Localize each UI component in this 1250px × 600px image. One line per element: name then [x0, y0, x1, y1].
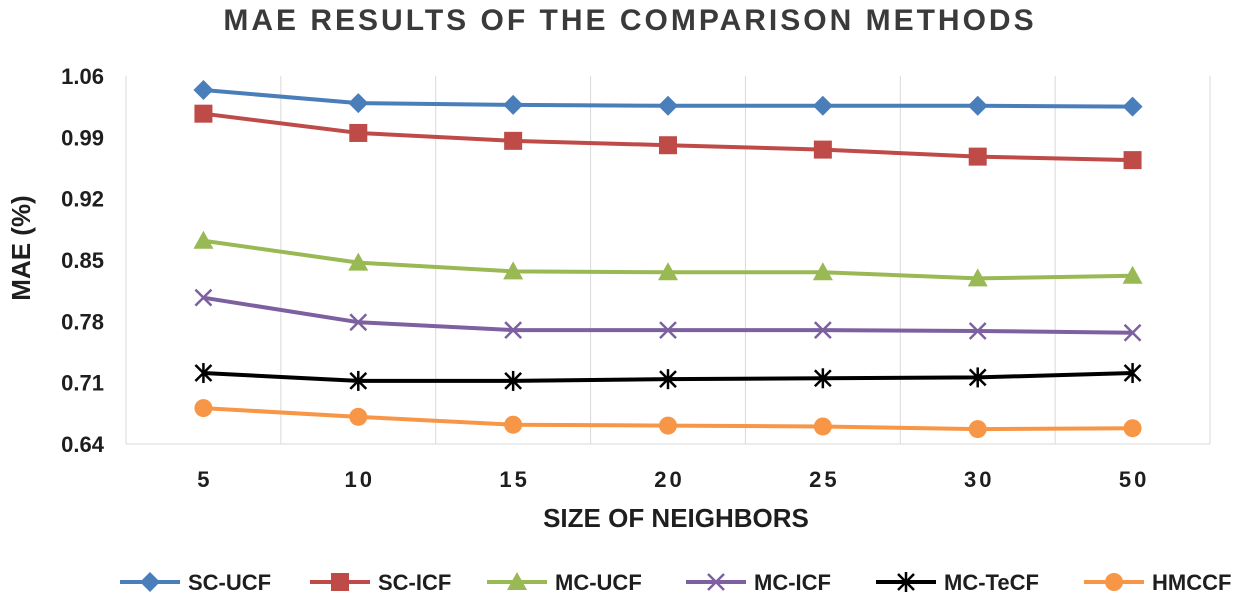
data-point-mc-icf: [349, 313, 368, 332]
legend-marker-mc-icf: [707, 573, 725, 591]
series-line-mc-icf: [203, 295, 1133, 335]
data-point-sc-icf: [968, 147, 987, 166]
legend: SC-UCF SC-ICF MC-UCF MC-ICF MC-TeCF HMCCF: [120, 570, 1231, 595]
data-point-mc-tecf: [968, 367, 987, 388]
series-sc-icf: [194, 104, 1142, 170]
y-tick-label: 1.06: [61, 64, 104, 89]
legend-item-sc-ucf: SC-UCF: [120, 570, 271, 595]
x-tick-label: 5: [197, 467, 212, 492]
series-layer: [193, 80, 1143, 439]
legend-item-mc-icf: MC-ICF: [686, 570, 831, 595]
data-point-sc-icf: [813, 140, 832, 159]
chart-title: MAE RESULTS OF THE COMPARISON METHODS: [223, 4, 1036, 37]
legend-label: MC-ICF: [754, 570, 831, 595]
data-point-sc-ucf: [1122, 96, 1143, 117]
data-point-mc-icf: [194, 288, 213, 307]
legend-label: HMCCF: [1152, 570, 1231, 595]
data-point-mc-ucf: [1122, 265, 1143, 284]
series-sc-ucf: [193, 80, 1143, 117]
legend-label: MC-TeCF: [944, 570, 1039, 595]
data-point-mc-tecf: [813, 368, 832, 389]
data-point-mc-ucf: [348, 252, 369, 271]
data-point-sc-icf: [349, 123, 368, 142]
data-point-hmccf: [504, 415, 523, 434]
series-mc-tecf: [194, 363, 1142, 391]
data-point-mc-tecf: [194, 363, 213, 384]
legend-marker-mc-ucf: [507, 572, 527, 590]
series-hmccf: [194, 399, 1142, 439]
x-axis-ticks: 5 10 15 20 25 30 50: [197, 467, 1149, 492]
data-point-mc-tecf: [504, 370, 523, 391]
legend-marker-sc-ucf: [140, 572, 160, 592]
series-mc-icf: [194, 288, 1142, 342]
data-point-hmccf: [659, 416, 677, 435]
y-tick-label: 0.99: [61, 125, 104, 150]
legend-label: SC-ICF: [378, 570, 451, 595]
x-tick-label: 25: [809, 467, 839, 492]
x-tick-label: 15: [499, 467, 529, 492]
data-point-hmccf: [968, 420, 987, 439]
data-point-hmccf: [349, 407, 368, 426]
series-mc-ucf: [193, 230, 1143, 287]
y-tick-label: 0.71: [61, 371, 104, 396]
data-point-mc-ucf: [967, 268, 988, 287]
legend-marker-hmccf: [1105, 573, 1123, 591]
legend-item-hmccf: HMCCF: [1084, 570, 1231, 595]
legend-marker-sc-icf: [331, 573, 349, 591]
legend-item-sc-icf: SC-ICF: [310, 570, 451, 595]
x-tick-label: 20: [654, 467, 684, 492]
x-axis-label: SIZE OF NEIGHBORS: [543, 503, 809, 533]
data-point-sc-ucf: [812, 95, 833, 116]
data-point-sc-ucf: [348, 93, 369, 114]
data-point-hmccf: [813, 417, 832, 436]
y-tick-label: 0.85: [61, 248, 104, 273]
data-point-mc-ucf: [658, 262, 678, 281]
data-point-sc-ucf: [658, 95, 678, 116]
data-point-mc-ucf: [193, 230, 214, 249]
legend-marker-mc-tecf: [897, 572, 915, 592]
data-point-mc-icf: [813, 321, 832, 339]
data-point-mc-icf: [968, 322, 987, 340]
data-point-mc-icf: [504, 321, 523, 339]
y-tick-label: 0.64: [61, 432, 105, 457]
data-point-hmccf: [194, 399, 213, 418]
data-point-mc-ucf: [503, 261, 524, 280]
data-point-sc-ucf: [193, 80, 214, 101]
y-axis-label: MAE (%): [6, 195, 36, 300]
data-point-sc-ucf: [967, 95, 988, 116]
data-point-mc-tecf: [659, 369, 677, 390]
data-point-mc-tecf: [1123, 363, 1142, 384]
data-point-mc-icf: [1123, 323, 1142, 342]
data-point-sc-icf: [504, 131, 523, 150]
legend-label: MC-UCF: [555, 570, 642, 595]
x-tick-label: 50: [1119, 467, 1149, 492]
data-point-sc-icf: [194, 104, 213, 123]
data-point-sc-ucf: [503, 94, 524, 115]
data-point-mc-icf: [659, 321, 677, 339]
data-point-hmccf: [1123, 419, 1142, 438]
y-tick-label: 0.78: [61, 309, 104, 334]
legend-item-mc-tecf: MC-TeCF: [876, 570, 1039, 595]
x-tick-label: 10: [345, 467, 375, 492]
y-axis-ticks: 1.06 0.99 0.92 0.85 0.78 0.71 0.64: [61, 64, 105, 457]
x-tick-label: 30: [964, 467, 994, 492]
data-point-mc-tecf: [349, 370, 368, 391]
data-point-sc-icf: [659, 136, 677, 155]
y-tick-label: 0.92: [61, 187, 104, 212]
legend-item-mc-ucf: MC-UCF: [487, 570, 642, 595]
legend-label: SC-UCF: [188, 570, 271, 595]
data-point-sc-icf: [1123, 151, 1142, 170]
data-point-mc-ucf: [812, 262, 833, 281]
